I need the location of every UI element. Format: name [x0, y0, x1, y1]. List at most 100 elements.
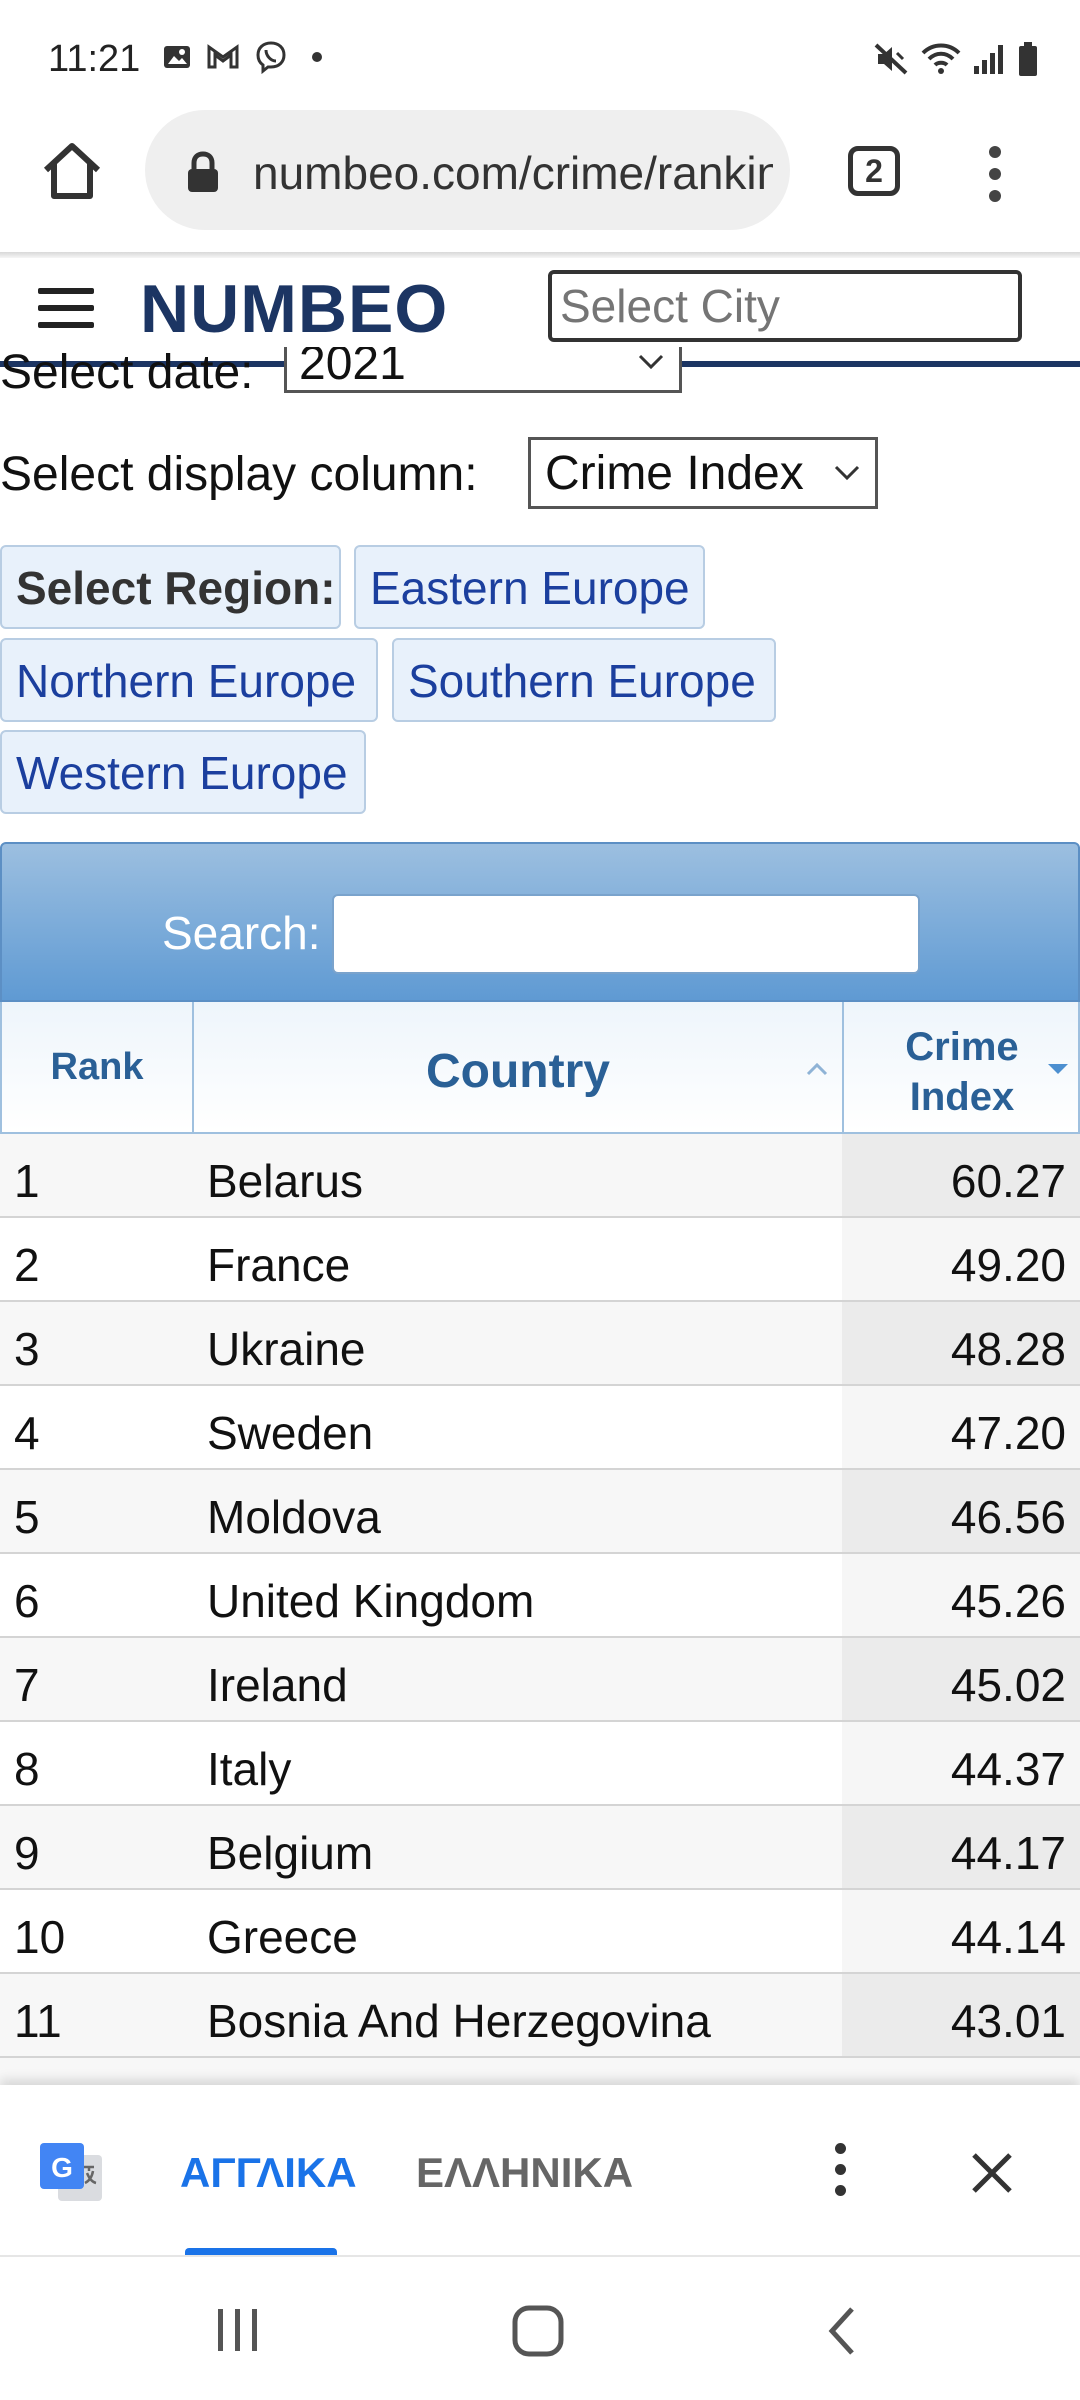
mute-icon [874, 43, 908, 75]
table-row-partial [0, 2058, 1080, 2088]
table-row: 9 Belgium 44.17 [0, 1806, 1080, 1890]
system-icons [872, 40, 1040, 78]
display-column-value: Crime Index [545, 447, 804, 500]
table-row: 4 Sweden 47.20 [0, 1386, 1080, 1470]
close-icon[interactable] [970, 2151, 1014, 2195]
select-region-label: Select Region: [0, 545, 341, 629]
tab-target-language[interactable]: ΕΛΛΗΝΙΚΑ [416, 2149, 634, 2196]
home-icon[interactable] [40, 140, 104, 204]
date-label: Select date: [0, 347, 254, 399]
table-row: 6 United Kingdom 45.26 [0, 1554, 1080, 1638]
region-northern-europe[interactable]: Northern Europe [0, 638, 378, 722]
row-rank: 3 [14, 1323, 40, 1375]
notification-icons [162, 40, 332, 74]
date-row: Select date: 2021 [0, 347, 1080, 407]
signal-icon [974, 45, 1003, 74]
toolbar-shadow [0, 252, 1080, 260]
row-index-cell: 44.37 [842, 1722, 1080, 1804]
display-column-label: Select display column: [0, 448, 478, 501]
tab-switcher-button[interactable]: 2 [848, 146, 900, 196]
table-row: 7 Ireland 45.02 [0, 1638, 1080, 1722]
url-text: numbeo.com/crime/rankings_by_country [253, 147, 773, 199]
row-country: France [207, 1239, 351, 1291]
row-crime-index: 49.20 [950, 1239, 1066, 1291]
table-row: 10 Greece 44.14 [0, 1890, 1080, 1974]
tab-source-language[interactable]: ΑΓΓΛΙΚΑ [180, 2149, 357, 2196]
dot-icon [312, 52, 322, 62]
row-country: Greece [207, 1911, 358, 1963]
divider [0, 2255, 1080, 2257]
gmail-icon [207, 44, 239, 69]
row-country: Ireland [207, 1659, 348, 1711]
region-western-europe[interactable]: Western Europe [0, 730, 366, 814]
row-country: Italy [207, 1743, 292, 1795]
row-crime-index: 43.01 [950, 1995, 1066, 2047]
row-rank: 8 [14, 1743, 40, 1795]
row-crime-index: 47.20 [950, 1407, 1066, 1459]
back-icon[interactable] [824, 2305, 860, 2357]
row-crime-index: 48.28 [950, 1323, 1066, 1375]
row-index-cell: 44.17 [842, 1806, 1080, 1888]
row-rank: 5 [14, 1491, 40, 1543]
table-search-input[interactable] [332, 894, 920, 974]
hamburger-menu-icon[interactable] [38, 288, 94, 328]
column-header-country-label: Country [426, 1045, 610, 1098]
date-select[interactable]: 2021 [284, 347, 682, 393]
row-index-cell: 45.02 [842, 1638, 1080, 1720]
row-country: Moldova [207, 1491, 381, 1543]
row-country: Belgium [207, 1827, 374, 1879]
wifi-icon [921, 43, 961, 74]
svg-text:G: G [51, 2152, 73, 2183]
table-body: 1 Belarus 60.27 2 France 49.20 3 Ukraine… [0, 1134, 1080, 2058]
row-index-cell: 60.27 [842, 1134, 1080, 1216]
table-row: 11 Bosnia And Herzegovina 43.01 [0, 1974, 1080, 2058]
date-select-value: 2021 [299, 347, 406, 390]
row-index-cell: 48.28 [842, 1302, 1080, 1384]
table-header: Rank Country Crime Index [0, 1002, 1080, 1134]
search-label: Search: [162, 907, 321, 959]
site-logo[interactable]: NUMBEO [140, 271, 449, 347]
row-country: Belarus [207, 1155, 363, 1207]
row-index-cell: 49.20 [842, 1218, 1080, 1300]
row-rank: 6 [14, 1575, 40, 1627]
row-index-cell: 46.56 [842, 1470, 1080, 1552]
row-country: United Kingdom [207, 1575, 535, 1627]
viber-icon [256, 41, 286, 74]
region-eastern-europe[interactable]: Eastern Europe [354, 545, 705, 629]
row-rank: 9 [14, 1827, 40, 1879]
status-time: 11:21 [48, 38, 141, 80]
translate-bar: G ΑΓΓΛΙΚΑ ΕΛΛΗΝΙΚΑ [0, 2085, 1080, 2256]
column-header-crime-index-label: Crime Index [905, 1025, 1019, 1119]
column-header-country[interactable]: Country [194, 1002, 844, 1132]
region-southern-europe[interactable]: Southern Europe [392, 638, 776, 722]
row-rank: 4 [14, 1407, 40, 1459]
address-bar[interactable]: numbeo.com/crime/rankings_by_country [145, 110, 790, 230]
row-rank: 2 [14, 1239, 40, 1291]
home-nav-icon[interactable] [512, 2305, 564, 2357]
table-row: 3 Ukraine 48.28 [0, 1302, 1080, 1386]
table-search-bar: Search: [0, 842, 1080, 1002]
recent-apps-icon[interactable] [214, 2307, 262, 2353]
row-crime-index: 44.17 [950, 1827, 1066, 1879]
table-row: 2 France 49.20 [0, 1218, 1080, 1302]
browser-toolbar: numbeo.com/crime/rankings_by_country 2 [0, 110, 1080, 255]
column-header-crime-index[interactable]: Crime Index [844, 1002, 1080, 1132]
row-country: Sweden [207, 1407, 374, 1459]
translate-more-icon[interactable] [832, 2143, 848, 2206]
row-crime-index: 44.14 [950, 1911, 1066, 1963]
status-bar: 11:21 [0, 0, 1080, 110]
row-rank: 1 [14, 1155, 40, 1207]
row-rank: 7 [14, 1659, 40, 1711]
row-crime-index: 45.26 [950, 1575, 1066, 1627]
table-row: 5 Moldova 46.56 [0, 1470, 1080, 1554]
table-row: 1 Belarus 60.27 [0, 1134, 1080, 1218]
select-city-input[interactable] [548, 270, 1022, 342]
sort-descending-icon [1048, 1064, 1068, 1074]
row-country: Ukraine [207, 1323, 366, 1375]
browser-menu-icon[interactable] [985, 146, 1005, 206]
row-index-cell: 47.20 [842, 1386, 1080, 1468]
display-column-select[interactable]: Crime Index [528, 437, 878, 509]
column-header-rank[interactable]: Rank [2, 1002, 194, 1132]
row-index-cell: 45.26 [842, 1554, 1080, 1636]
row-rank: 10 [14, 1911, 66, 1963]
